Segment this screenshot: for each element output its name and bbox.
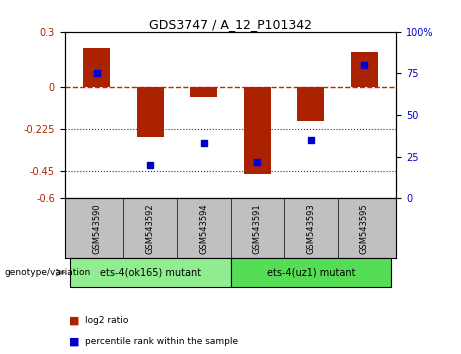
Text: GSM543593: GSM543593 bbox=[306, 203, 315, 254]
Text: ets-4(uz1) mutant: ets-4(uz1) mutant bbox=[266, 268, 355, 278]
Bar bbox=[70, 258, 230, 287]
Bar bbox=[351, 52, 378, 87]
Text: ■: ■ bbox=[69, 315, 80, 325]
Text: ■: ■ bbox=[69, 337, 80, 347]
Text: GSM543595: GSM543595 bbox=[360, 203, 369, 254]
Title: GDS3747 / A_12_P101342: GDS3747 / A_12_P101342 bbox=[149, 18, 312, 31]
Text: GSM543590: GSM543590 bbox=[92, 203, 101, 254]
Bar bbox=[83, 48, 110, 87]
Text: genotype/variation: genotype/variation bbox=[5, 268, 91, 277]
Bar bbox=[230, 258, 391, 287]
Text: GSM543592: GSM543592 bbox=[146, 203, 155, 254]
Bar bbox=[190, 87, 217, 97]
Text: ets-4(ok165) mutant: ets-4(ok165) mutant bbox=[100, 268, 201, 278]
Bar bbox=[297, 87, 324, 121]
Bar bbox=[137, 87, 164, 137]
Bar bbox=[244, 87, 271, 174]
Text: GSM543594: GSM543594 bbox=[199, 203, 208, 254]
Text: percentile rank within the sample: percentile rank within the sample bbox=[85, 337, 238, 346]
Text: GSM543591: GSM543591 bbox=[253, 203, 262, 254]
Text: log2 ratio: log2 ratio bbox=[85, 316, 129, 325]
